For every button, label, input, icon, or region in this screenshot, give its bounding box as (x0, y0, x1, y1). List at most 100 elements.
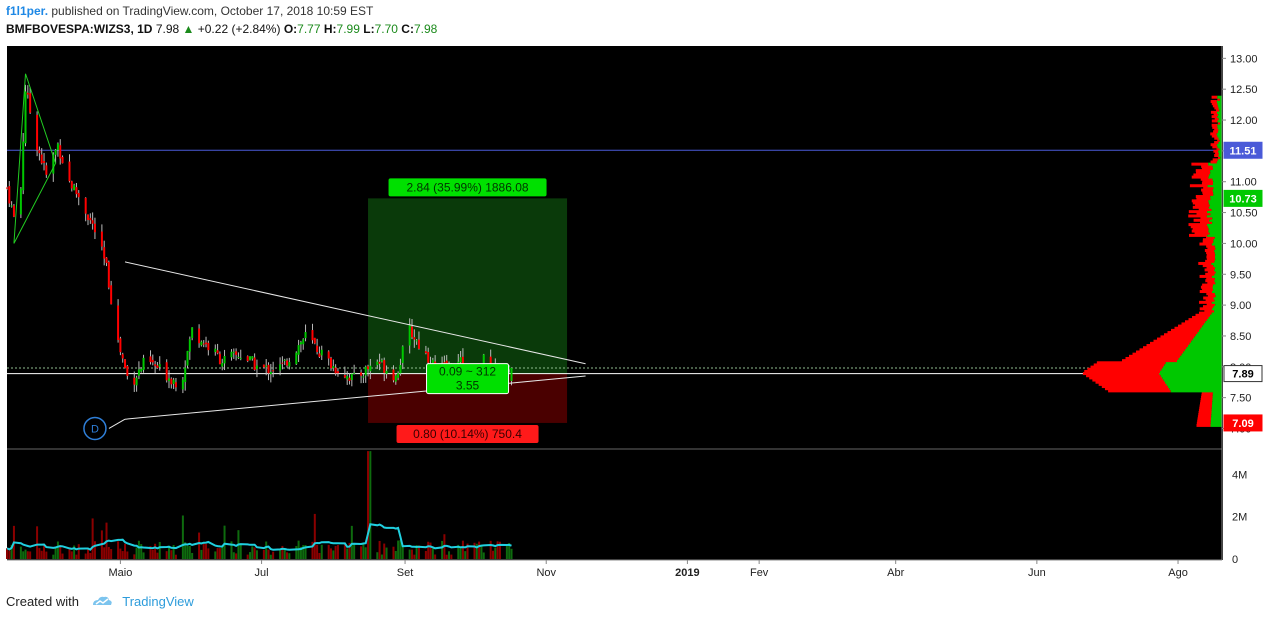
volume-profile-buy (1215, 281, 1222, 285)
volume-profile-buy (1213, 305, 1222, 309)
volume-profile-sell (1217, 156, 1221, 160)
candle-body (367, 366, 370, 370)
volume-profile-buy (1211, 408, 1222, 412)
volume-profile-sell (1202, 283, 1214, 287)
tradingview-link[interactable]: TradingView (122, 594, 194, 609)
volume-profile-sell (1191, 175, 1209, 179)
candle (105, 257, 108, 267)
volume-profile-buy (1162, 376, 1222, 380)
volume-profile-buy (1210, 417, 1222, 421)
volume-profile-buy (1206, 214, 1222, 218)
candle (262, 364, 265, 369)
price-tick-label: 12.00 (1230, 115, 1258, 127)
volume-profile-sell (1189, 184, 1208, 188)
stop-label: 0.80 (10.14%) 750.4 (396, 424, 539, 443)
volume-bar (332, 550, 335, 559)
candle-body (140, 368, 143, 372)
volume-profile-sell (1194, 231, 1210, 235)
volume-bar (494, 547, 497, 559)
volume-profile-sell (1090, 365, 1163, 369)
volume-profile-buy (1217, 158, 1222, 162)
candle-body (343, 374, 346, 378)
volume-profile-buy (1167, 385, 1222, 389)
volume-bar (184, 542, 187, 559)
volume-bar (218, 548, 221, 559)
volume-profile-buy (1211, 404, 1222, 408)
volume-bar (246, 554, 249, 559)
volume-profile-sell (1178, 324, 1203, 328)
high-label: H: (323, 22, 337, 36)
candle-body (93, 223, 96, 233)
candle-body (380, 359, 383, 362)
volume-profile-buy (1214, 255, 1222, 259)
volume-profile-buy (1205, 320, 1222, 324)
volume-profile-sell (1199, 311, 1212, 315)
volume-bar (59, 544, 62, 559)
volume-profile-sell (1150, 341, 1190, 345)
candle (235, 348, 238, 361)
volume-profile-sell (1206, 302, 1216, 306)
candle-body (156, 365, 159, 368)
volume-profile-buy (1206, 223, 1222, 227)
candle-body (214, 348, 217, 353)
candle-body (265, 365, 268, 367)
volume-profile-sell (1198, 413, 1212, 417)
candle (383, 357, 386, 382)
triangle-upper-trendline[interactable] (124, 261, 586, 365)
volume-bar (269, 554, 272, 559)
candle (140, 367, 143, 373)
chart-header: f1l1per. published on TradingView.com, O… (0, 0, 1270, 44)
volume-profile-buy (1210, 419, 1222, 423)
volume-profile-sell (1202, 190, 1214, 194)
volume-bar (360, 546, 363, 559)
symbol-label[interactable]: BMFBOVESPA:WIZS3, 1D (6, 22, 153, 36)
volume-bar (336, 545, 339, 559)
volume-profile-sell (1214, 136, 1219, 140)
author-link[interactable]: f1l1per. (6, 4, 49, 18)
volume-bar (200, 549, 203, 559)
volume-profile-buy (1210, 421, 1222, 425)
volume-profile-sell (1211, 102, 1218, 106)
volume-profile-buy (1213, 179, 1222, 183)
time-tick-label: Nov (536, 567, 556, 579)
volume-profile-sell (1157, 337, 1193, 341)
volume-bar (482, 552, 485, 559)
candle-body (459, 357, 462, 363)
volume-profile-sell (1202, 240, 1214, 244)
volume-profile-sell (1204, 268, 1215, 272)
volume-profile-sell (1199, 307, 1212, 311)
volume-bar (417, 545, 420, 559)
volume-average-line (6, 523, 512, 551)
volume-profile-buy (1214, 272, 1222, 276)
volume-bar (299, 546, 302, 559)
volume-bar (369, 451, 372, 559)
candle-body (126, 365, 129, 376)
volume-bar (93, 541, 96, 559)
volume-bar (151, 549, 154, 559)
early-triangle-pattern[interactable] (13, 73, 57, 244)
candle-body (75, 187, 78, 195)
volume-profile-buy (1217, 130, 1222, 134)
price-badge (1223, 189, 1263, 207)
candle-body (417, 339, 420, 349)
candle-body (482, 354, 485, 366)
candle (385, 365, 388, 379)
volume-bar (334, 546, 337, 559)
volume-profile-buy (1212, 393, 1222, 397)
volume-bar (473, 542, 476, 559)
dividend-marker[interactable]: D (83, 416, 107, 441)
volume-bar (6, 548, 8, 559)
high-value: 7.99 (336, 22, 360, 36)
target-label-box (388, 178, 547, 197)
volume-bar (68, 547, 71, 559)
candle-body (360, 372, 363, 376)
time-tick-label: 2019 (675, 567, 699, 579)
volume-profile-buy (1212, 397, 1222, 401)
volume-profile-buy (1209, 218, 1222, 222)
publish-line: f1l1per. published on TradingView.com, O… (6, 4, 373, 18)
volume-profile-buy (1217, 134, 1222, 138)
dividend-marker-circle (83, 416, 107, 441)
candle (364, 365, 367, 383)
volume-profile-sell (1207, 294, 1216, 298)
